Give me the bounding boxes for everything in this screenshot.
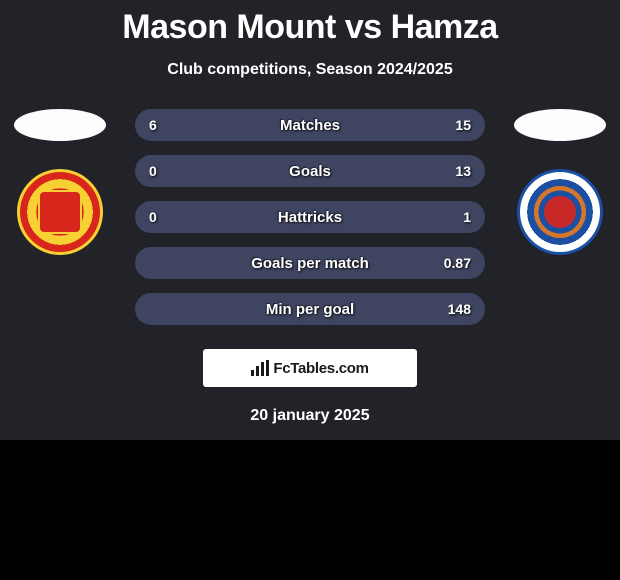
stat-label: Goals per match [251,255,369,272]
bar-chart-icon [251,360,269,376]
content-area: 6 Matches 15 0 Goals 13 0 Hattricks 1 Goals per m… [0,109,620,325]
player-right-column [500,109,620,255]
stat-label: Goals [289,163,331,180]
stat-right-value: 13 [455,163,471,179]
logo-text: FcTables.com [273,360,368,377]
date-text: 20 january 2025 [0,407,620,425]
stats-list: 6 Matches 15 0 Goals 13 0 Hattricks 1 Goals per m… [135,109,485,325]
fctables-logo[interactable]: FcTables.com [203,349,417,387]
crest-rangers-icon [517,169,603,255]
player-left-column [0,109,120,255]
stat-left-value: 0 [149,209,157,225]
crest-manchester-united-icon [17,169,103,255]
subtitle: Club competitions, Season 2024/2025 [0,61,620,79]
stat-left-value: 0 [149,163,157,179]
stat-row: 0 Hattricks 1 [135,201,485,233]
stat-left-value: 6 [149,117,157,133]
stat-right-value: 148 [448,301,471,317]
stat-row: Min per goal 148 [135,293,485,325]
stat-right-value: 1 [463,209,471,225]
stat-row: 0 Goals 13 [135,155,485,187]
player-right-silhouette [514,109,606,141]
stat-label: Hattricks [278,209,342,226]
comparison-card: Mason Mount vs Hamza Club competitions, … [0,0,620,440]
player-left-silhouette [14,109,106,141]
stat-right-value: 0.87 [444,255,471,271]
stat-label: Matches [280,117,340,134]
stat-label: Min per goal [266,301,354,318]
stat-row: Goals per match 0.87 [135,247,485,279]
stat-right-value: 15 [455,117,471,133]
page-title: Mason Mount vs Hamza [0,8,620,47]
stat-row: 6 Matches 15 [135,109,485,141]
